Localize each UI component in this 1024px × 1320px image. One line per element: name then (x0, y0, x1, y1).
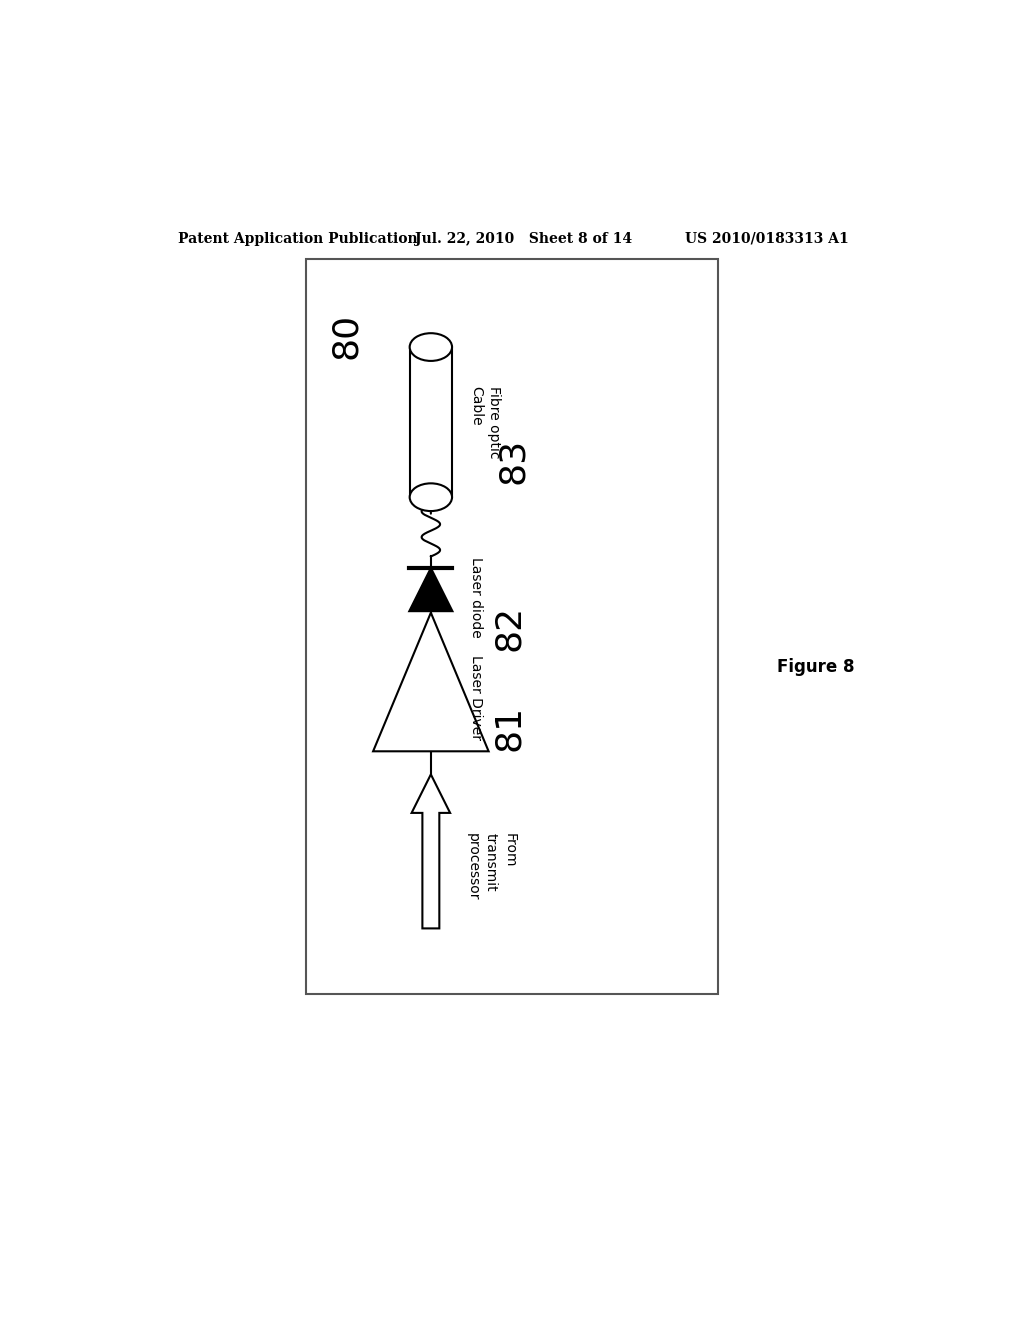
Text: Laser Driver: Laser Driver (469, 655, 483, 741)
Text: Laser diode: Laser diode (469, 557, 483, 638)
Text: Figure 8: Figure 8 (777, 657, 855, 676)
Text: US 2010/0183313 A1: US 2010/0183313 A1 (685, 231, 849, 246)
Polygon shape (412, 775, 451, 928)
Text: 83: 83 (497, 437, 530, 483)
Polygon shape (373, 612, 488, 751)
Bar (410, 347, 452, 498)
Text: 82: 82 (493, 605, 526, 651)
Text: Fibre optic
Cable: Fibre optic Cable (469, 385, 501, 458)
Polygon shape (410, 568, 453, 611)
Text: Jul. 22, 2010   Sheet 8 of 14: Jul. 22, 2010 Sheet 8 of 14 (416, 231, 633, 246)
Text: 81: 81 (493, 705, 526, 751)
Bar (306, 259, 718, 994)
Ellipse shape (410, 483, 452, 511)
Text: 80: 80 (330, 313, 364, 359)
Text: Patent Application Publication: Patent Application Publication (178, 231, 418, 246)
Text: From
transmit
processor: From transmit processor (466, 833, 516, 900)
Ellipse shape (410, 333, 452, 360)
